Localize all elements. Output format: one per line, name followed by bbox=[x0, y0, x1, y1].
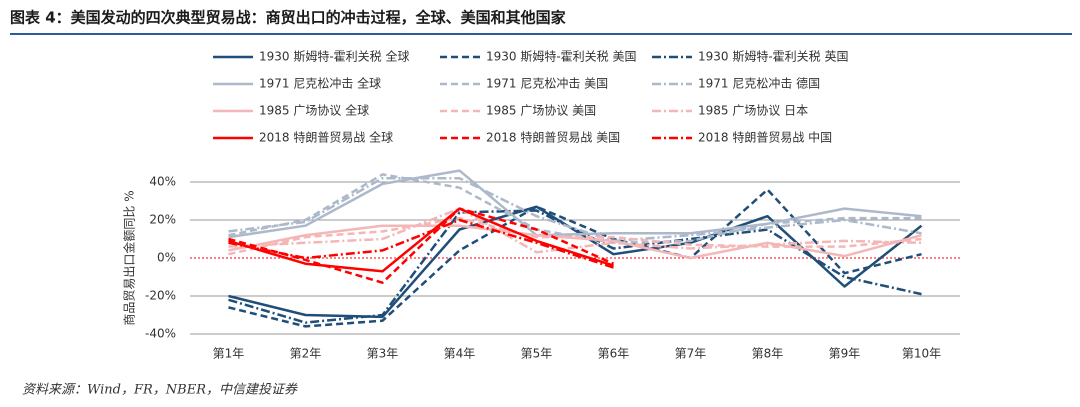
legend-label: 2018 特朗普贸易战 中国 bbox=[698, 130, 832, 145]
series-line bbox=[228, 216, 922, 256]
legend-label: 1971 尼克松冲击 全球 bbox=[259, 76, 381, 91]
y-axis-label: 商品贸易出口金额同比 % bbox=[122, 190, 137, 325]
legend-label: 1985 广场协议 全球 bbox=[259, 103, 369, 118]
legend-label: 1930 斯姆特-霍利关税 全球 bbox=[259, 49, 410, 64]
series-line bbox=[228, 209, 922, 324]
x-tick-label: 第3年 bbox=[367, 347, 399, 361]
x-tick-label: 第9年 bbox=[829, 347, 861, 361]
x-tick-label: 第2年 bbox=[290, 347, 322, 361]
x-tick-label: 第8年 bbox=[752, 347, 784, 361]
y-tick-label: 0% bbox=[157, 251, 176, 265]
y-tick-label: 40% bbox=[149, 175, 176, 189]
series-line bbox=[228, 169, 922, 239]
legend-label: 1971 尼克松冲击 美国 bbox=[486, 76, 608, 91]
chart-title: 图表 4：美国发动的四次典型贸易战：商贸出口的冲击过程，全球、美国和其他国家 bbox=[10, 9, 566, 27]
x-tick-label: 第1年 bbox=[213, 347, 245, 361]
legend-label: 2018 特朗普贸易战 美国 bbox=[486, 130, 620, 145]
legend-label: 1985 广场协议 美国 bbox=[486, 103, 596, 118]
y-tick-label: -20% bbox=[145, 289, 176, 303]
series-line bbox=[228, 188, 922, 328]
legend-label: 2018 特朗普贸易战 全球 bbox=[259, 130, 393, 145]
y-tick-label: 20% bbox=[149, 213, 176, 227]
series-line bbox=[228, 176, 922, 243]
x-tick-label: 第4年 bbox=[444, 347, 476, 361]
legend-label: 1971 尼克松冲击 德国 bbox=[698, 76, 820, 91]
x-tick-label: 第7年 bbox=[675, 347, 707, 361]
legend-label: 1930 斯姆特-霍利关税 美国 bbox=[486, 49, 637, 64]
legend-label: 1930 斯姆特-霍利关税 英国 bbox=[698, 49, 849, 64]
y-tick-label: -40% bbox=[145, 327, 176, 341]
series-line bbox=[228, 207, 615, 284]
series-line bbox=[228, 173, 922, 245]
x-tick-label: 第6年 bbox=[598, 347, 630, 361]
series-line bbox=[228, 207, 614, 273]
series-line bbox=[228, 205, 923, 319]
legend-label: 1985 广场协议 日本 bbox=[698, 103, 808, 118]
source-note: 资料来源：Wind，FR，NBER，中信建投证券 bbox=[22, 383, 298, 398]
x-tick-label: 第10年 bbox=[902, 347, 941, 361]
x-tick-label: 第5年 bbox=[521, 347, 553, 361]
